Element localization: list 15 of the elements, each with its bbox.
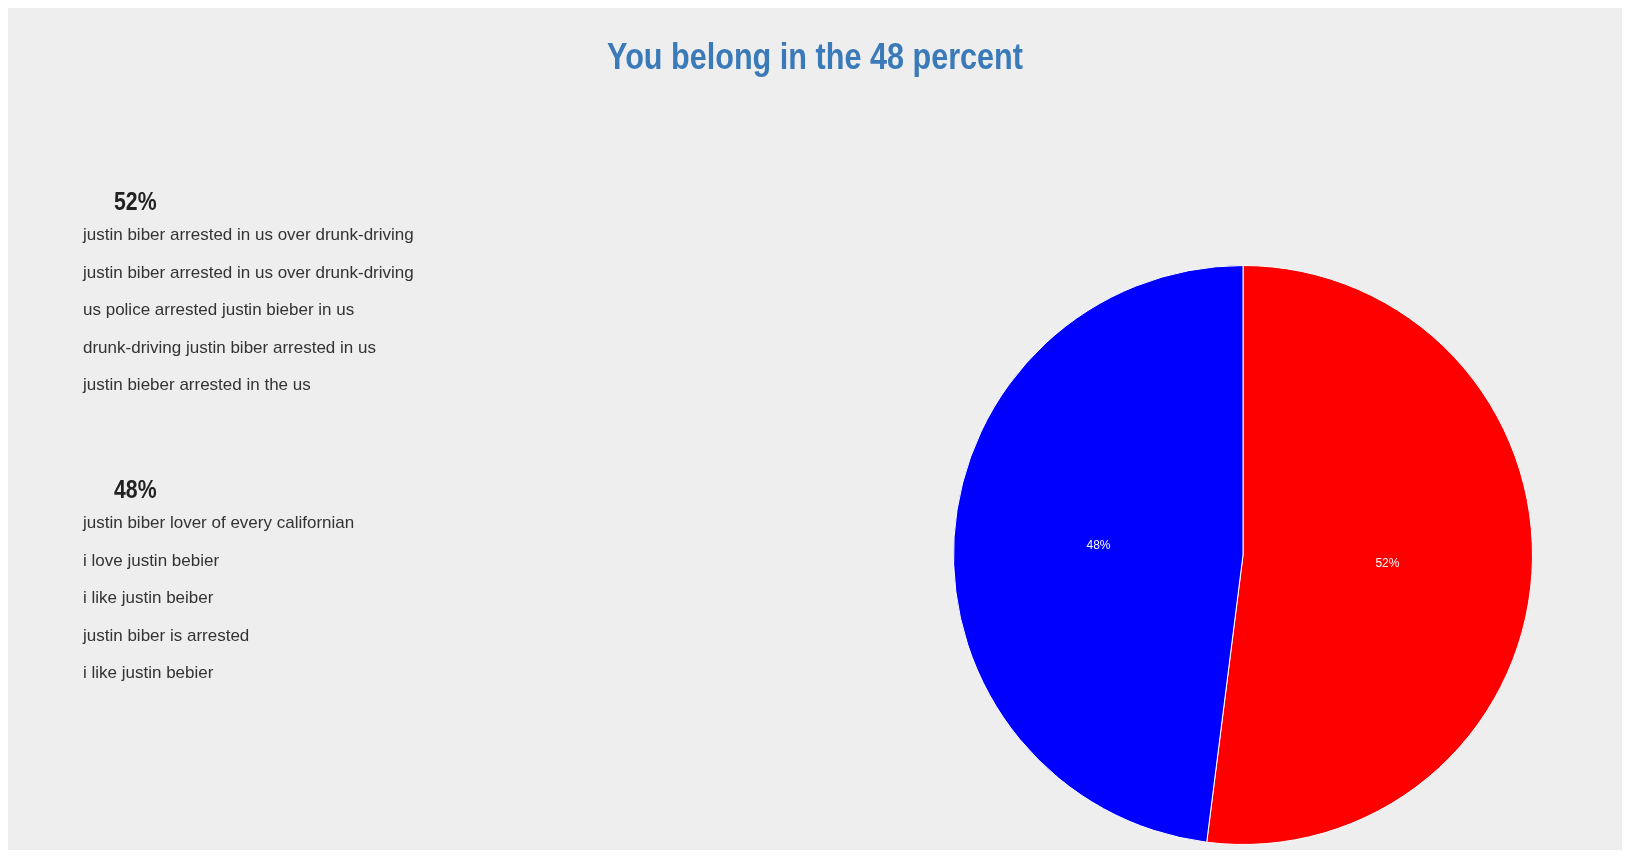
text: 48% — [114, 474, 158, 504]
text: justin biber is arrested — [83, 624, 251, 647]
text: justin biber arrested in us over drunk-driving — [83, 224, 414, 246]
text: justin bieber arrested in the us — [83, 374, 312, 396]
text: i like justin beiber — [83, 587, 215, 609]
text: 52% — [114, 186, 158, 216]
text: i like justin bebier — [83, 662, 215, 684]
text: justin biber lover of every californian — [83, 512, 355, 534]
data-label: 48% — [1086, 538, 1111, 553]
chart-title: You belong in the 48 percent — [606, 36, 1024, 78]
data-label: 52% — [1375, 556, 1400, 571]
text: drunk-driving justin biber arrested in us — [83, 336, 377, 359]
text: us police arrested justin bieber in us — [83, 299, 356, 321]
text: i love justin bebier — [83, 549, 221, 572]
text: justin biber arrested in us over drunk-driving — [83, 261, 414, 284]
